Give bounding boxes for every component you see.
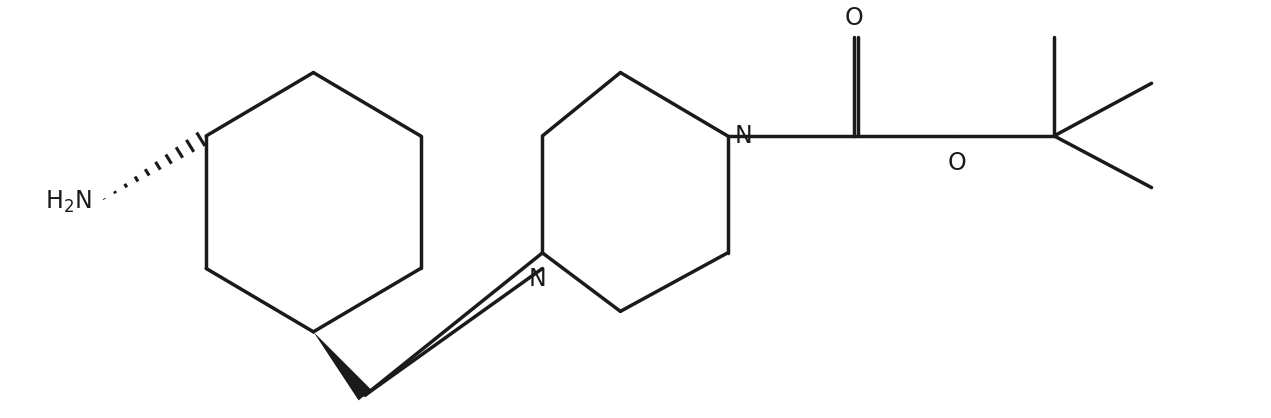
Text: N: N	[735, 124, 752, 148]
Text: O: O	[947, 150, 966, 175]
Text: H$_2$N: H$_2$N	[44, 189, 92, 215]
Text: O: O	[845, 6, 864, 30]
Polygon shape	[314, 332, 371, 400]
Text: N: N	[529, 268, 547, 291]
